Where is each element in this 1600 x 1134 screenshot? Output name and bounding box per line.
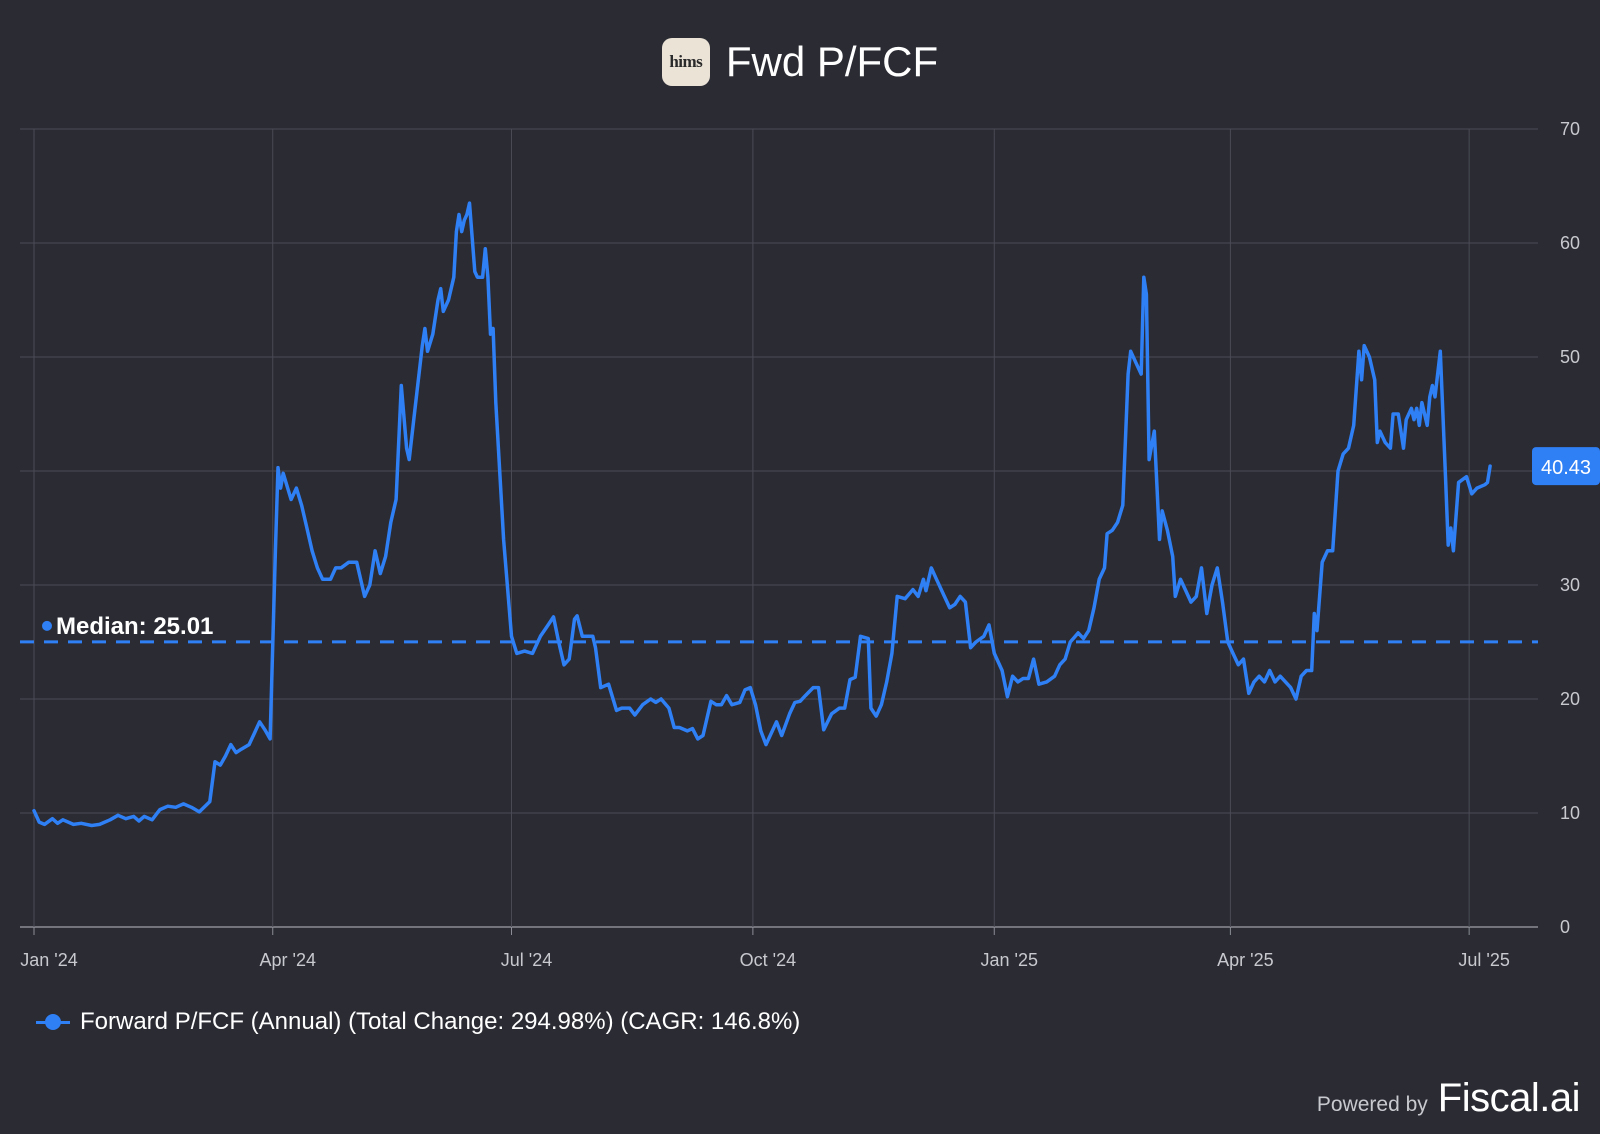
x-tick-label: Apr '24 [260, 950, 316, 970]
x-tick-label: Apr '25 [1217, 950, 1273, 970]
footer: Powered by Fiscal.ai [1316, 1076, 1581, 1121]
y-tick-label: 30 [1560, 575, 1580, 595]
y-tick-label: 0 [1560, 917, 1570, 937]
x-tick-label: Jul '24 [501, 950, 552, 970]
x-tick-label: Jul '25 [1458, 950, 1509, 970]
last-value-label: 40.43 [1541, 457, 1591, 479]
y-tick-label: 20 [1560, 689, 1580, 709]
x-tick-label: Jan '24 [20, 950, 77, 970]
legend[interactable]: Forward P/FCF (Annual) (Total Change: 29… [36, 1008, 800, 1036]
series-line[interactable] [32, 201, 1492, 828]
last-value-badge [1532, 447, 1600, 486]
y-tick-label: 60 [1560, 233, 1580, 253]
legend-label: Forward P/FCF (Annual) (Total Change: 29… [80, 1008, 801, 1035]
y-tick-label: 50 [1560, 347, 1580, 367]
powered-by-text: Powered by [1316, 1093, 1428, 1116]
chart-header: hims Fwd P/FCF [0, 30, 1600, 94]
median-group: Median: 25.01 [20, 613, 1538, 644]
brand-logo: Fiscal.ai [1437, 1076, 1581, 1120]
legend-marker [36, 1012, 72, 1032]
x-tick-label: Oct '24 [740, 950, 796, 970]
x-tick-label: Jan '25 [981, 950, 1038, 970]
y-tick-label: 70 [1560, 119, 1580, 139]
company-logo: hims [661, 38, 710, 86]
median-label: Median: 25.01 [56, 613, 213, 640]
chart-title: Fwd P/FCF [725, 38, 939, 85]
series-group [32, 201, 1492, 828]
y-tick-label: 10 [1560, 803, 1580, 823]
median-marker [42, 620, 52, 631]
chart-canvas: Median: 25.01 010203040506070Jan '24Apr … [20, 119, 1600, 970]
grid [20, 128, 1538, 935]
